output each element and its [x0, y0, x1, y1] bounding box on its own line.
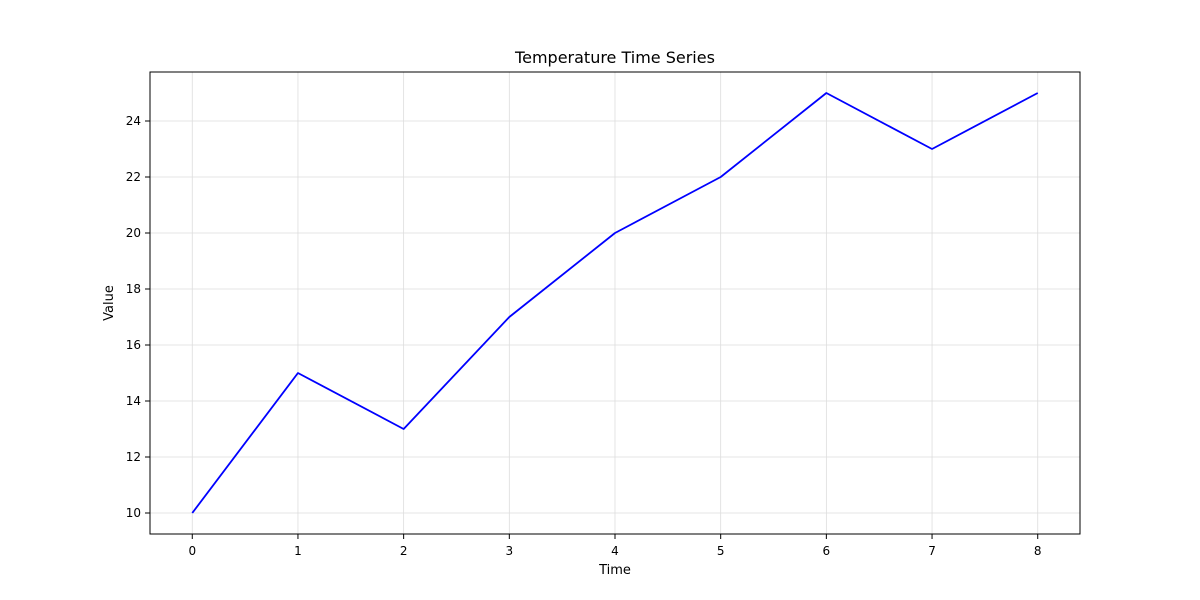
x-tick-label: 3	[505, 544, 513, 558]
y-tick-label: 20	[126, 226, 141, 240]
series-line	[191, 92, 1039, 514]
x-tick-label: 0	[188, 544, 196, 558]
x-axis-label: Time	[598, 563, 631, 578]
y-tick-label: 12	[126, 450, 141, 464]
x-tick-label: 5	[717, 544, 725, 558]
y-tick-label: 24	[126, 114, 141, 128]
x-tick-label: 6	[823, 544, 831, 558]
x-tick-label: 8	[1034, 544, 1042, 558]
x-tick-label: 1	[294, 544, 302, 558]
y-tick-label: 16	[126, 338, 141, 352]
series-layer	[191, 92, 1039, 514]
x-tick-label: 4	[611, 544, 619, 558]
y-tick-label: 22	[126, 170, 141, 184]
y-tick-label: 18	[126, 282, 141, 296]
chart-title: Temperature Time Series	[514, 48, 715, 67]
y-tick-label: 10	[126, 506, 141, 520]
x-tick-label: 7	[928, 544, 936, 558]
y-axis-label: Value	[102, 285, 117, 321]
grid-layer	[150, 72, 1080, 534]
y-tick-label: 14	[126, 394, 141, 408]
x-tick-label: 2	[400, 544, 408, 558]
